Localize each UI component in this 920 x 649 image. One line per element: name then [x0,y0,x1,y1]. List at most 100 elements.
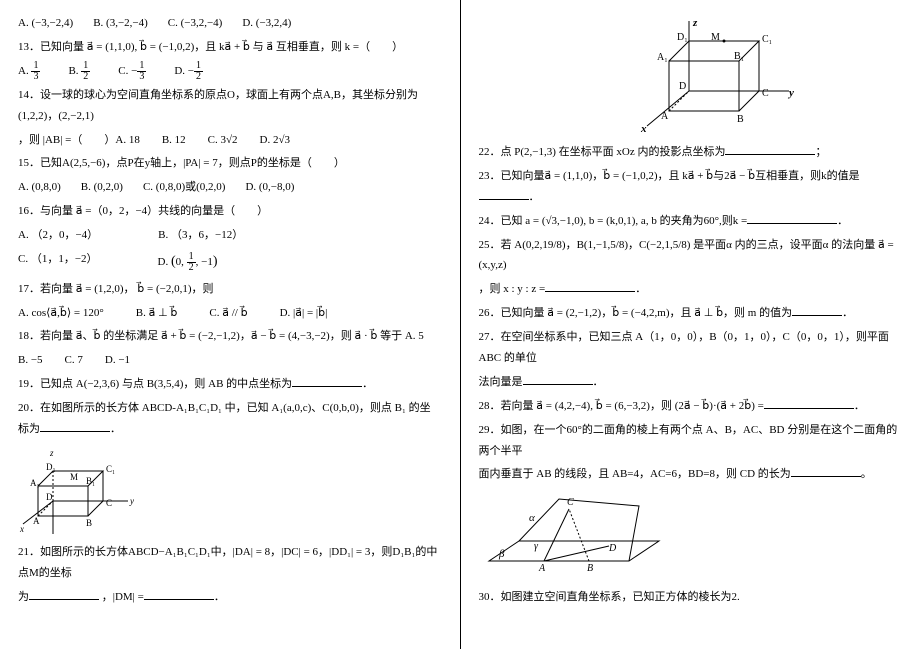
q16-opt-c: C. （1，1，−2） [18,249,98,276]
q13-text: 13．已知向量 a⃗ = (1,1,0), b⃗ = (−1,0,2)，且 ka… [18,37,442,58]
q13-options: A. 13 B. 12 C. −13 D. −12 [18,61,442,82]
q13-opt-c: C. −13 [118,61,146,82]
q13-opt-b: B. 12 [68,61,90,82]
q25-text-b: ，则 x : y : z = [479,283,546,295]
q23-text: 23．已知向量a⃗ = (1,1,0)，b⃗ = (−1,0,2)，且 ka⃗ … [479,170,860,182]
q15-opt-b: B. (0,2,0) [81,177,123,198]
q16-options-row1: A. （2，0，−4） B. （3，6，−12） [18,225,442,246]
q15-opt-d: D. (0,−8,0) [245,177,294,198]
q19: 19．已知点 A(−2,3,6) 与点 B(3,5,4)，则 AB 的中点坐标为… [18,374,442,395]
q29-text-b: 面内垂直于 AB 的线段，且 AB=4，AC=6，BD=8，则 CD 的长为 [479,468,791,480]
q12-opt-b: B. (3,−2,−4) [93,13,148,34]
q15-opt-a: A. (0,8,0) [18,177,61,198]
svg-text:z: z [49,448,54,458]
svg-text:B: B [587,563,593,574]
q14-text-b: ，则 |AB| =（ ）A. 18 B. 12 C. 3√2 D. 2√3 [18,130,442,151]
q15-text: 15．已知A(2,5,−6)，点P在y轴上，|PA| = 7，则点P的坐标是（ … [18,153,442,174]
cuboid-top-figure: A B C D A₁ B₁ C₁ D₁ M x y z [639,16,903,136]
q29-text: 29．如图，在一个60°的二面角的棱上有两个点 A、B，AC、BD 分别是在这个… [479,420,903,462]
q21-text: 21．如图所示的长方体ABCD−A₁B₁C₁D₁中，|DA| = 8，|DC| … [18,542,442,584]
q16-options-row2: C. （1，1，−2） D. (0, 12, −1) [18,249,442,276]
q23: 23．已知向量a⃗ = (1,1,0)，b⃗ = (−1,0,2)，且 ka⃗ … [479,166,903,208]
q22-blank [725,145,815,155]
q24-blank [747,214,837,224]
q15-opt-c: C. (0,8,0)或(0,2,0) [143,177,226,198]
svg-text:α: α [529,512,535,524]
svg-text:C: C [106,498,112,508]
q21-line2: 为 ，|DM| =． [18,587,442,608]
q17-opt-b: B. a⃗ ⊥ b⃗ [136,303,178,324]
svg-text:x: x [19,524,24,534]
svg-text:C₁: C₁ [762,34,772,45]
svg-text:x: x [640,123,647,135]
q25-line2: ，则 x : y : z =． [479,279,903,300]
svg-text:C: C [567,497,574,508]
q16-text: 16．与向量 a⃗ =（0，2，−4）共线的向量是（ ） [18,201,442,222]
q29-line2: 面内垂直于 AB 的线段，且 AB=4，AC=6，BD=8，则 CD 的长为。 [479,464,903,485]
q16-opt-a: A. （2，0，−4） [18,225,98,246]
q14-text: 14．设一球的球心为空间直角坐标系的原点O，球面上有两个点A,B，其坐标分别为(… [18,85,442,127]
q20-blank [40,422,110,432]
svg-text:y: y [129,496,134,506]
q28-blank [764,399,854,409]
svg-text:D: D [679,81,686,92]
q21-blank2 [144,590,214,600]
q26-blank [792,306,842,316]
q13-opt-a: A. 13 [18,61,40,82]
q27-blank [523,375,593,385]
q12-opt-d: D. (−3,2,4) [242,13,291,34]
q17-opt-c: C. a⃗ // b⃗ [209,303,247,324]
left-column: A. (−3,−2,4) B. (3,−2,−4) C. (−3,2,−4) D… [0,0,461,649]
q21-blank1 [29,590,99,600]
svg-text:M: M [70,472,78,482]
q12-opt-c: C. (−3,2,−4) [168,13,223,34]
svg-text:C₁: C₁ [106,464,115,474]
q22-text: 22．点 P(2,−1,3) 在坐标平面 xOz 内的投影点坐标为 [479,146,726,158]
svg-text:A: A [33,516,40,526]
q16-opt-b: B. （3，6，−12） [158,225,243,246]
q29-blank [791,468,861,478]
svg-text:M: M [711,32,720,43]
svg-text:D₁: D₁ [677,32,688,43]
q22: 22．点 P(2,−1,3) 在坐标平面 xOz 内的投影点坐标为； [479,142,903,163]
q13-opt-d: D. −12 [174,61,203,82]
q12-options: A. (−3,−2,4) B. (3,−2,−4) C. (−3,2,−4) D… [18,13,442,34]
svg-text:A₁: A₁ [30,478,40,488]
q21-text-b: 为 [18,591,29,603]
svg-text:C: C [762,88,769,99]
q19-blank [292,377,362,387]
right-column: A B C D A₁ B₁ C₁ D₁ M x y z 22．点 P(2,−1,… [461,0,920,649]
svg-text:z: z [692,17,698,29]
q28-text: 28．若向量 a⃗ = (4,2,−4), b⃗ = (6,−3,2)，则 (2… [479,400,764,412]
svg-text:B₁: B₁ [86,476,95,486]
svg-text:B₁: B₁ [734,51,744,62]
q17-opt-a: A. cos⟨a⃗,b⃗⟩ = 120° [18,303,104,324]
q21-text-c: ，|DM| = [102,591,144,603]
q12-opt-a: A. (−3,−2,4) [18,13,73,34]
svg-text:B: B [737,114,744,125]
q19-text: 19．已知点 A(−2,3,6) 与点 B(3,5,4)，则 AB 的中点坐标为 [18,378,292,390]
q27-line2: 法向量是． [479,372,903,393]
svg-text:D: D [608,543,617,554]
q30-text: 30．如图建立空间直角坐标系，已知正方体的棱长为2. [479,587,903,608]
svg-text:D: D [46,492,53,502]
q28: 28．若向量 a⃗ = (4,2,−4), b⃗ = (6,−3,2)，则 (2… [479,396,903,417]
q25-text: 25．若 A(0,2,19/8)，B(1,−1,5/8)，C(−2,1,5/8)… [479,235,903,277]
q23-blank [479,190,529,200]
q27-text: 27．在空间坐标系中，已知三点 A（1，0，0），B（0，1，0），C（0，0，… [479,327,903,369]
svg-text:γ: γ [534,541,539,552]
q18-text: 18．若向量 a⃗、b⃗ 的坐标满足 a⃗ + b⃗ = (−2,−1,2)，a… [18,326,442,347]
q26: 26．已知向量 a⃗ = (2,−1,2)，b⃗ = (−4,2,m)，且 a⃗… [479,303,903,324]
q26-text: 26．已知向量 a⃗ = (2,−1,2)，b⃗ = (−4,2,m)，且 a⃗… [479,307,793,319]
svg-text:D₁: D₁ [46,462,56,472]
q20: 20．在如图所示的长方体 ABCD-A₁B₁C₁D₁ 中，已知 A₁(a,0,c… [18,398,442,440]
svg-text:β: β [498,548,505,560]
svg-text:B: B [86,518,92,528]
q25-blank [545,282,635,292]
q24: 24．已知 a = (√3,−1,0), b = (k,0,1), a, b 的… [479,211,903,232]
q24-text: 24．已知 a = (√3,−1,0), b = (k,0,1), a, b 的… [479,215,748,227]
cuboid-small-figure: A B C D A₁ B₁ C₁ D₁ x y z M [18,446,442,536]
dihedral-figure: A B C D α β γ [479,491,903,581]
q17-options: A. cos⟨a⃗,b⃗⟩ = 120° B. a⃗ ⊥ b⃗ C. a⃗ //… [18,303,442,324]
q27-text-b: 法向量是 [479,376,523,388]
